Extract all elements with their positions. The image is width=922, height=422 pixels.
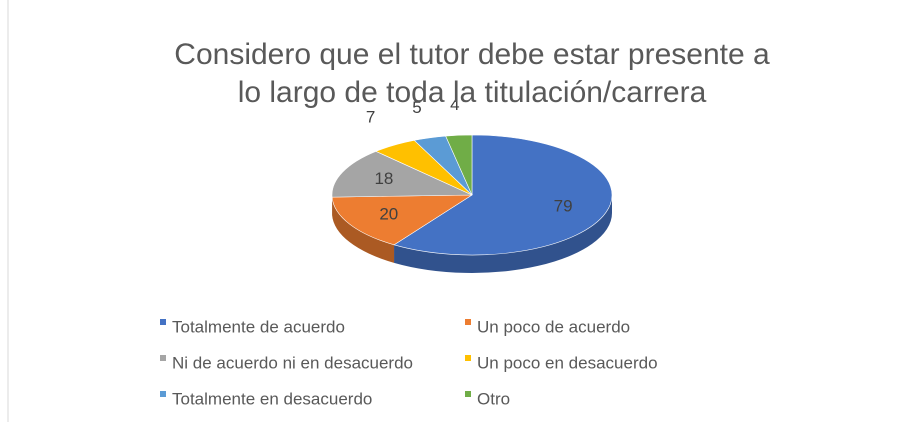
legend-label: Un poco de acuerdo [477, 317, 630, 336]
data-label: 20 [379, 204, 398, 223]
slice [331, 151, 473, 198]
legend-swatch [160, 319, 166, 325]
slice [393, 134, 613, 256]
slice-side [394, 195, 612, 273]
data-label: 4 [450, 95, 459, 114]
legend-label: Totalmente en desacuerdo [172, 389, 372, 408]
legend-swatch [465, 355, 471, 361]
data-label: 5 [412, 98, 421, 117]
legend-swatch [160, 355, 166, 361]
data-label: 7 [366, 108, 375, 127]
data-label: 18 [374, 169, 393, 188]
legend-label: Un poco en desacuerdo [477, 353, 658, 372]
slice [331, 194, 474, 246]
slice-side [332, 197, 395, 263]
legend-label: Ni de acuerdo ni en desacuerdo [172, 353, 413, 372]
chart-title: Considero que el tutor debe estar presen… [174, 38, 770, 109]
legend-label: Totalmente de acuerdo [172, 317, 345, 336]
legend-swatch [465, 391, 471, 397]
slice [445, 134, 473, 196]
data-label: 79 [554, 196, 573, 215]
legend-label: Otro [477, 389, 510, 408]
legend-swatch [465, 319, 471, 325]
legend-swatch [160, 391, 166, 397]
